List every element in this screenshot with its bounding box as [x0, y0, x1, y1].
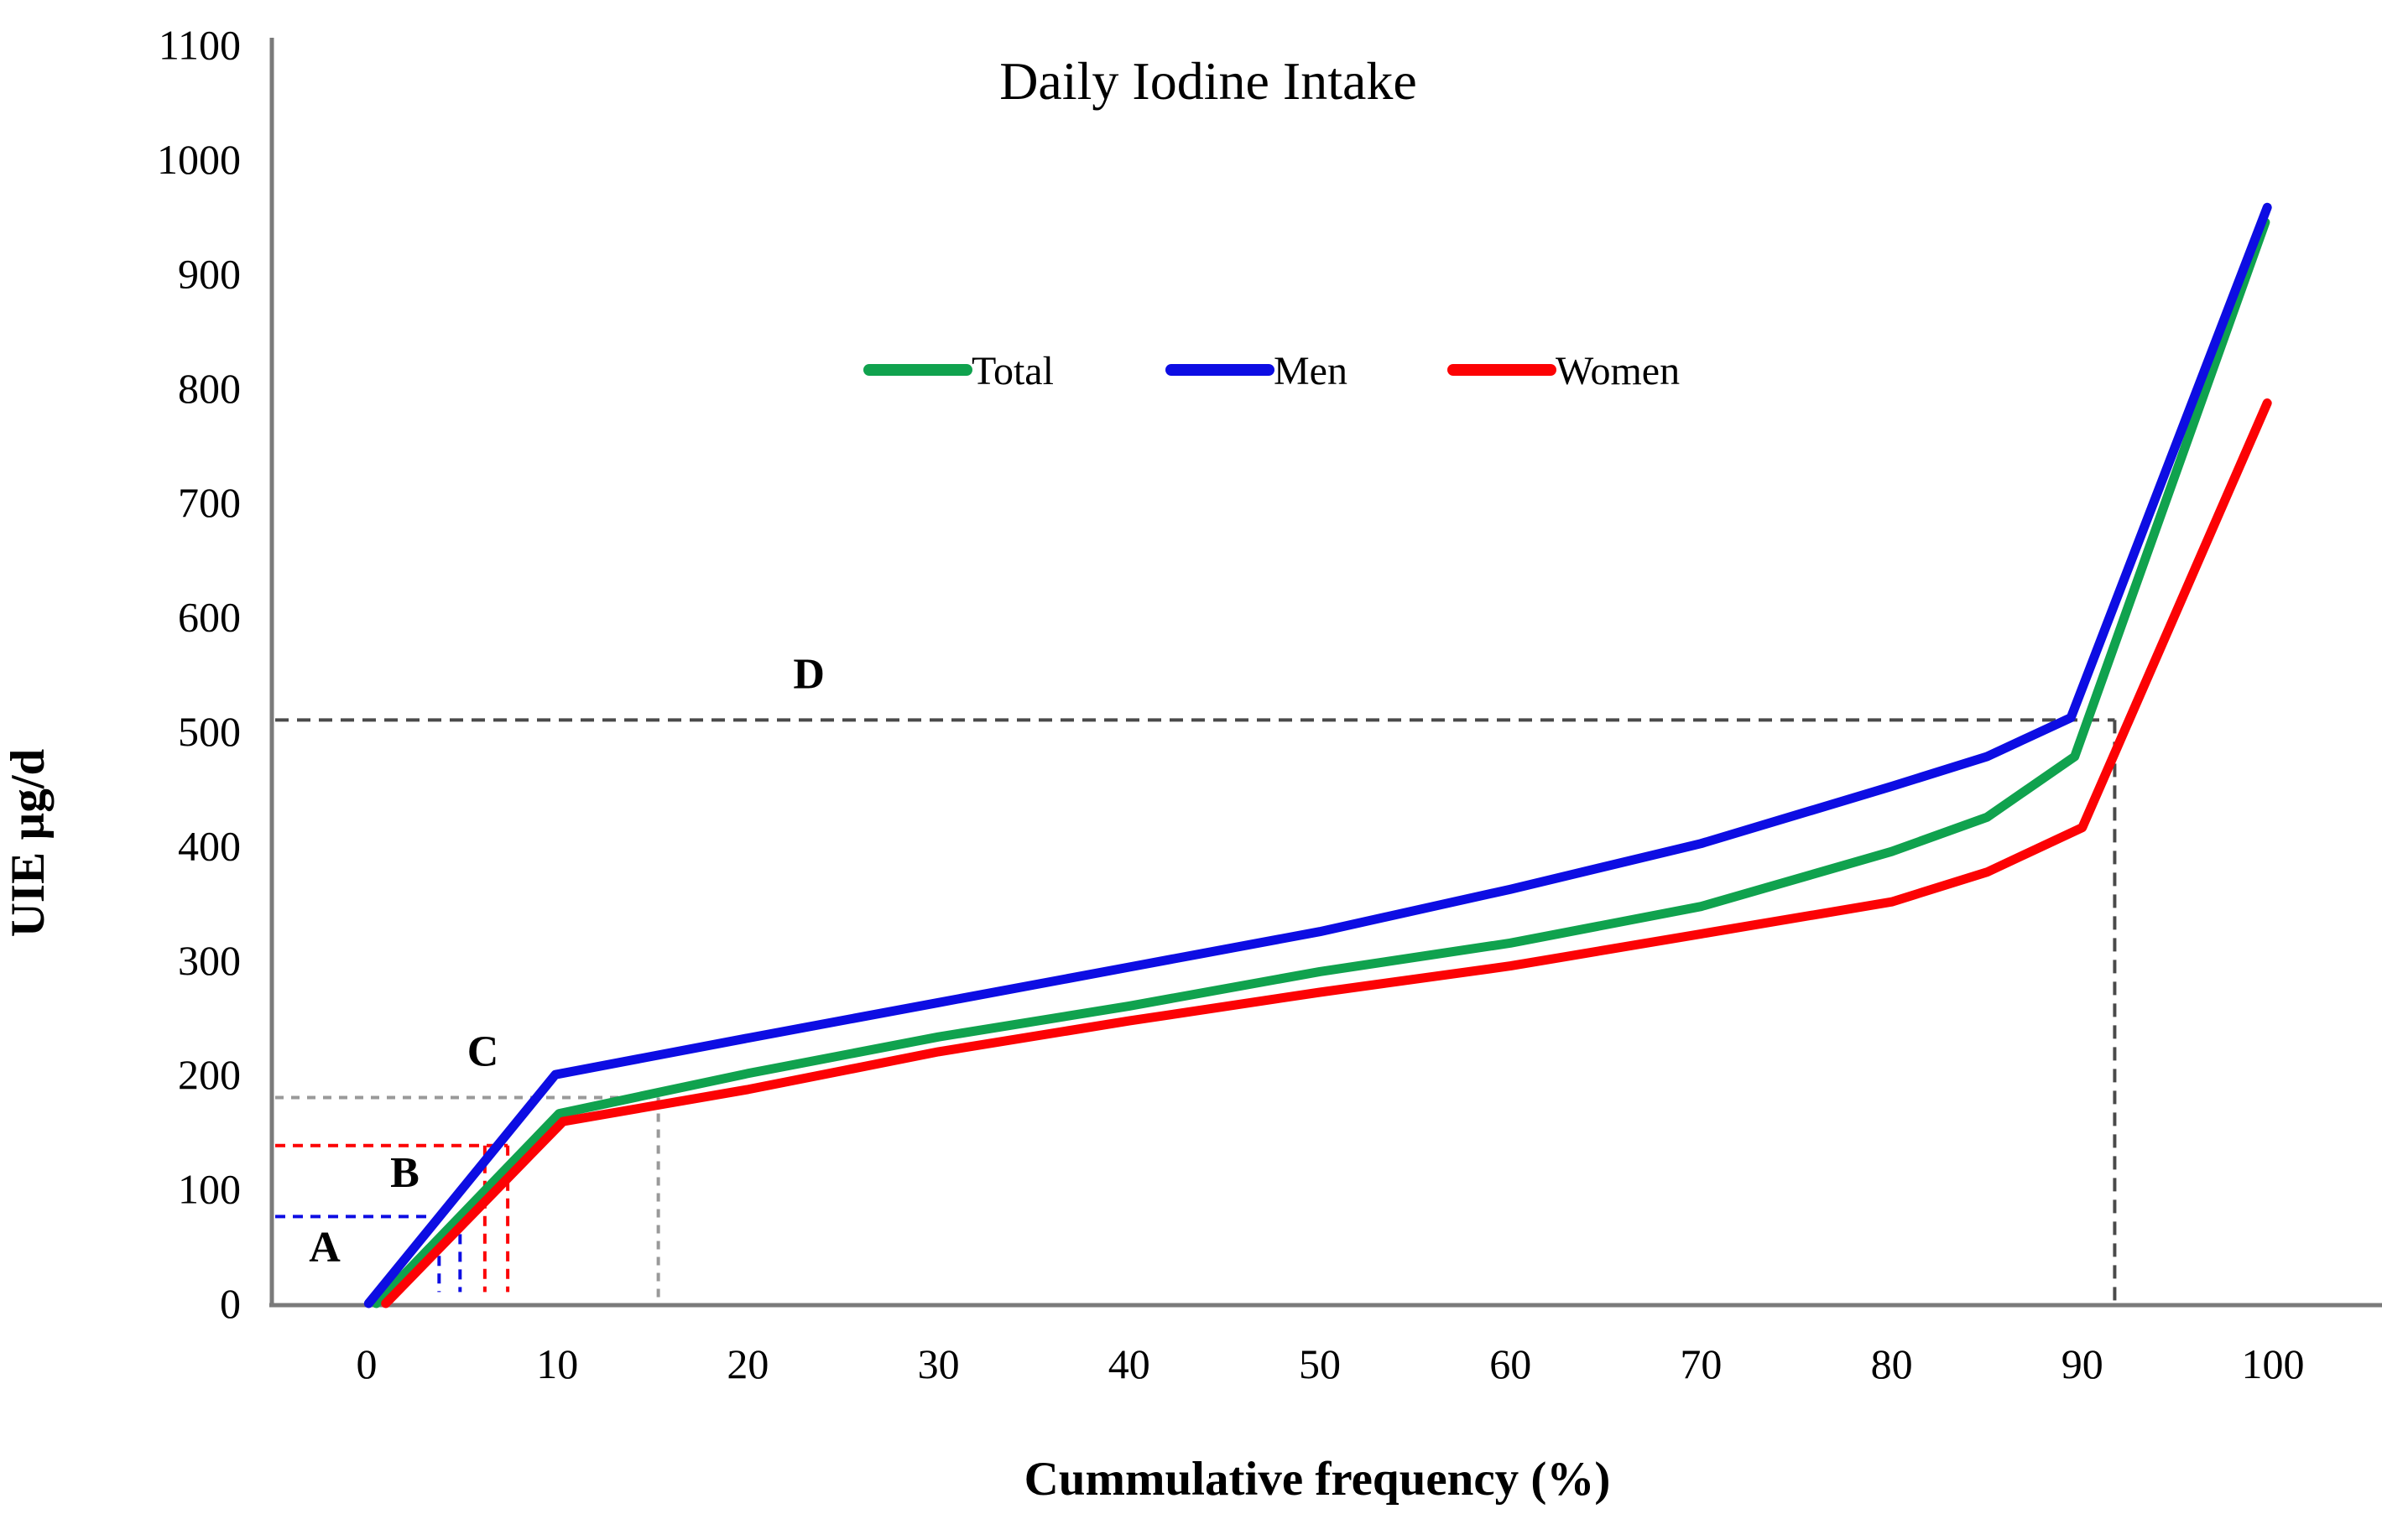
- y-tick-label: 1000: [157, 136, 241, 183]
- legend-label-total: Total: [972, 349, 1054, 393]
- annotation-label-d: D: [793, 650, 825, 698]
- x-tick-label: 20: [727, 1340, 769, 1387]
- annotation-label-a: A: [309, 1224, 341, 1272]
- annotation-lines-layer: [275, 718, 2117, 1302]
- chart-title: Daily Iodine Intake: [999, 51, 1417, 111]
- series-line-men: [363, 202, 2272, 1308]
- y-tick-label: 500: [178, 708, 241, 755]
- legend-label-men: Men: [1274, 349, 1347, 393]
- y-tick-label: 700: [178, 479, 241, 526]
- y-tick-label: 800: [178, 365, 241, 412]
- x-tick-label: 90: [2061, 1340, 2103, 1387]
- axes-layer: 0 100 200 300 400 500 600 700 800 900 1000 1100 0 10 2…: [157, 22, 2382, 1387]
- annotation-letters-layer: A B C D: [309, 650, 825, 1271]
- x-tick-label: 100: [2242, 1340, 2305, 1387]
- y-tick-label: 600: [178, 594, 241, 641]
- y-tick-label: 0: [220, 1280, 241, 1327]
- series-line-women: [381, 398, 2272, 1308]
- annotation-label-c: C: [467, 1028, 499, 1076]
- x-tick-label: 10: [536, 1340, 578, 1387]
- x-tick-label: 70: [1680, 1340, 1722, 1387]
- x-tick-label: 0: [357, 1340, 378, 1387]
- y-tick-label: 400: [178, 822, 241, 869]
- x-axis-title: Cummulative frequency (%): [1024, 1453, 1611, 1506]
- x-tick-label: 50: [1299, 1340, 1341, 1387]
- y-tick-label: 900: [178, 250, 241, 297]
- annotation-label-b: B: [390, 1149, 420, 1197]
- y-tick-label: 100: [178, 1166, 241, 1213]
- series-lines-layer: [363, 202, 2272, 1308]
- x-tick-label: 30: [918, 1340, 960, 1387]
- legend-label-women: Women: [1556, 349, 1680, 393]
- y-tick-label: 200: [178, 1051, 241, 1098]
- x-tick-label: 80: [1871, 1340, 1913, 1387]
- x-tick-label: 60: [1489, 1340, 1531, 1387]
- y-tick-label: 1100: [159, 22, 241, 69]
- y-tick-label: 300: [178, 937, 241, 984]
- y-axis-title: UIE µg/d: [2, 748, 55, 937]
- x-tick-label: 40: [1108, 1340, 1150, 1387]
- legend: Total Men Women: [863, 349, 1680, 393]
- series-line-total: [371, 217, 2270, 1308]
